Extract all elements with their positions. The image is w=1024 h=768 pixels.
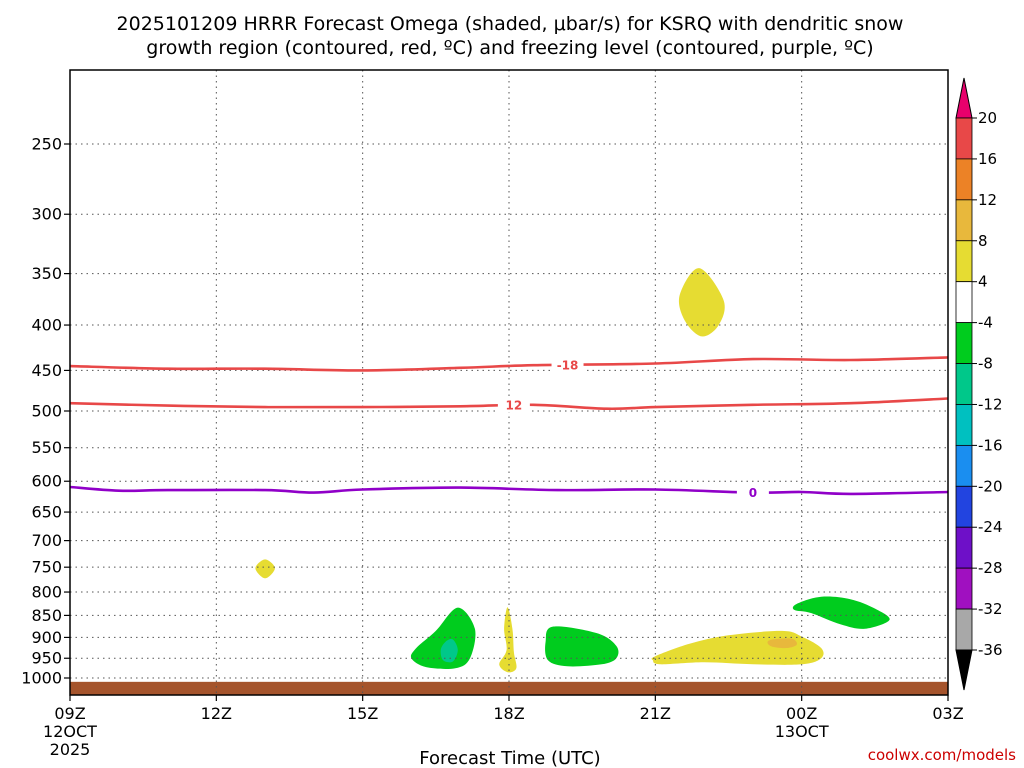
ytick-label-500: 500 [31, 402, 62, 421]
contour-label-bg-dgz-upper [551, 357, 584, 372]
xtick-label-18Z: 18Z [493, 704, 524, 723]
xtick-year-09Z: 2025 [50, 740, 91, 759]
ytick-label-650: 650 [31, 503, 62, 522]
omega-region-yellow-upper [678, 268, 725, 337]
x-axis-title: Forecast Time (UTC) [419, 748, 600, 768]
xtick-date-00Z: 13OCT [775, 722, 829, 741]
omega-region-yellow-lower-right [651, 630, 824, 665]
colorbar-box-4 [955, 281, 973, 324]
contour-label-bg-dgz-lower [497, 398, 530, 413]
omega-region-green-right [792, 596, 890, 629]
ytick-label-250: 250 [31, 135, 62, 154]
colorbar-label-4: 4 [978, 273, 988, 291]
colorbar-label-0: 20 [978, 109, 997, 127]
ytick-label-750: 750 [31, 558, 62, 577]
colorbar-label-2: 12 [978, 191, 997, 209]
colorbar-box-3 [955, 240, 973, 283]
colorbar-box-12 [955, 608, 973, 651]
omega-region-green-left [410, 607, 476, 669]
colorbar-bottom-triangle [955, 649, 973, 691]
ytick-label-550: 550 [31, 438, 62, 457]
ytick-label-400: 400 [31, 316, 62, 335]
omega-region-teal-core [440, 639, 458, 663]
ytick-label-350: 350 [31, 264, 62, 283]
ytick-label-300: 300 [31, 205, 62, 224]
colorbar-box-7 [955, 404, 973, 446]
colorbar-label-3: 8 [978, 232, 988, 250]
omega-region-yellow-thin [499, 607, 517, 673]
colorbar: 20 16 12 8 4 -4 -8 -12 -16 -20 -24 -28 -32 -36 [955, 77, 1003, 691]
ytick-label-900: 900 [31, 628, 62, 647]
colorbar-top-triangle [955, 77, 973, 119]
below-ground-fill [70, 681, 948, 695]
contour-label-dgz-upper: -18 [557, 358, 579, 372]
xtick-label-09Z: 09Z [54, 704, 85, 723]
credit-link[interactable]: coolwx.com/models [868, 746, 1016, 764]
contour-freezing-level [69, 485, 949, 496]
omega-region-green-mid [545, 626, 619, 667]
colorbar-box-1 [955, 158, 973, 201]
contour-dgz-upper [69, 356, 949, 372]
chart-title-line2: growth region (contoured, red, ºC) and f… [146, 37, 873, 59]
ytick-label-800: 800 [31, 583, 62, 602]
colorbar-box-5 [955, 322, 973, 364]
chart-title-line1: 2025101209 HRRR Forecast Omega (shaded, … [117, 13, 904, 35]
colorbar-box-9 [955, 485, 973, 528]
colorbar-label-5: -4 [978, 314, 993, 332]
colorbar-box-10 [955, 526, 973, 569]
surface-layer [70, 681, 948, 695]
ytick-label-450: 450 [31, 361, 62, 380]
colorbar-label-8: -16 [978, 436, 1003, 454]
colorbar-label-7: -12 [978, 395, 1003, 413]
xtick-label-00Z: 00Z [786, 704, 817, 723]
contour-dgz-lower [69, 397, 949, 411]
colorbar-box-6 [955, 363, 973, 405]
ytick-label-1000: 1000 [21, 669, 62, 688]
y-axis-ticks: 250 300 350 400 450 500 550 600 650 700 750 800 850 9… [21, 135, 70, 688]
colorbar-label-10: -24 [978, 518, 1003, 536]
colorbar-label-9: -20 [978, 477, 1003, 495]
xtick-label-03Z: 03Z [932, 704, 963, 723]
contour-layer: -18 12 0 [69, 356, 949, 500]
xtick-label-12Z: 12Z [201, 704, 232, 723]
ytick-label-950: 950 [31, 649, 62, 668]
omega-region-orange-spot [767, 638, 797, 649]
colorbar-label-6: -8 [978, 355, 993, 373]
colorbar-label-13: -36 [978, 641, 1003, 659]
grid-layer [70, 70, 948, 695]
omega-region-yellow-750 [255, 559, 275, 579]
contour-label-freezing-level: 0 [749, 486, 757, 500]
ytick-label-700: 700 [31, 531, 62, 550]
colorbar-box-2 [955, 199, 973, 242]
ytick-label-850: 850 [31, 606, 62, 625]
contour-label-dgz-lower: 12 [506, 399, 523, 413]
xtick-date-09Z: 12OCT [43, 722, 97, 741]
colorbar-box-8 [955, 444, 973, 487]
colorbar-label-11: -28 [978, 559, 1003, 577]
omega-shading-layer [255, 268, 890, 673]
xtick-label-21Z: 21Z [640, 704, 671, 723]
colorbar-label-1: 16 [978, 150, 997, 168]
xtick-label-15Z: 15Z [347, 704, 378, 723]
colorbar-label-12: -32 [978, 600, 1003, 618]
contour-label-bg-freezing-level [736, 485, 769, 500]
colorbar-box-11 [955, 567, 973, 610]
ytick-label-600: 600 [31, 472, 62, 491]
colorbar-box-0 [955, 117, 973, 160]
